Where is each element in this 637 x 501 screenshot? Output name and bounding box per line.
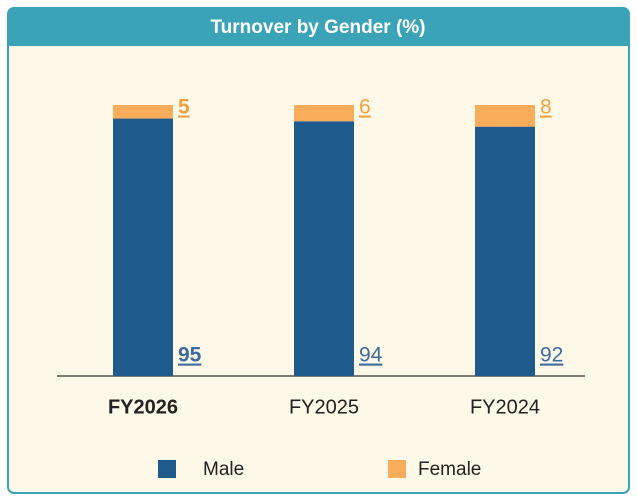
x-tick-label: FY2025 bbox=[289, 396, 359, 418]
legend-swatch bbox=[158, 460, 176, 478]
value-label: 8 bbox=[540, 96, 552, 119]
bar-segment bbox=[475, 126, 535, 377]
value-label: 92 bbox=[540, 344, 563, 367]
x-tick-label: FY2024 bbox=[470, 396, 540, 418]
bar-segment bbox=[294, 121, 354, 376]
value-label: 5 bbox=[178, 96, 190, 119]
bar-segment bbox=[113, 118, 173, 377]
chart-title: Turnover by Gender (%) bbox=[210, 17, 425, 38]
header-band bbox=[8, 8, 629, 46]
value-label: 6 bbox=[359, 96, 371, 119]
x-tick-label: FY2026 bbox=[108, 396, 178, 418]
legend-label: Male bbox=[203, 459, 244, 480]
value-label: 95 bbox=[178, 344, 202, 367]
legend-label: Female bbox=[418, 459, 481, 480]
legend-swatch bbox=[388, 460, 406, 478]
bar-segment bbox=[294, 105, 354, 122]
bar-segment bbox=[113, 105, 173, 119]
value-label: 94 bbox=[359, 344, 383, 367]
bar-segment bbox=[475, 105, 535, 127]
